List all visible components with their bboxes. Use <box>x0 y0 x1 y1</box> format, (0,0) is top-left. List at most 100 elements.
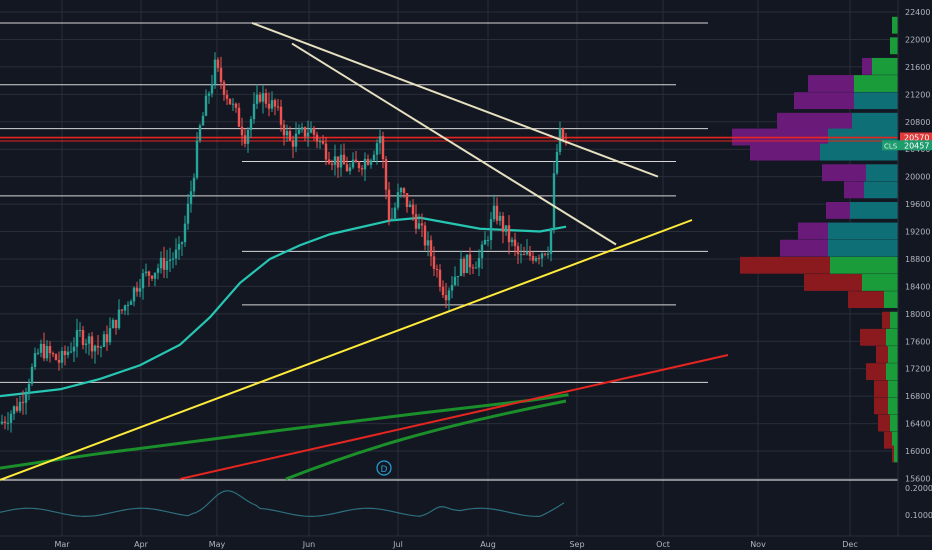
candle-body[interactable] <box>123 305 127 311</box>
candle-body[interactable] <box>24 393 28 403</box>
candle-body[interactable] <box>144 271 148 274</box>
candle-body[interactable] <box>525 251 529 255</box>
candle-body[interactable] <box>342 154 346 165</box>
candle-body[interactable] <box>246 130 250 144</box>
candle-body[interactable] <box>294 133 298 147</box>
candle-body[interactable] <box>6 422 10 424</box>
candle-body[interactable] <box>384 159 388 190</box>
candle-body[interactable] <box>321 141 325 144</box>
dividend-marker[interactable]: D <box>376 460 392 476</box>
candle-body[interactable] <box>498 215 502 221</box>
candle-body[interactable] <box>543 253 547 255</box>
candle-body[interactable] <box>36 352 40 354</box>
candle-body[interactable] <box>237 107 241 127</box>
candle-body[interactable] <box>399 188 403 193</box>
candle-body[interactable] <box>111 319 115 329</box>
candle-body[interactable] <box>204 95 208 116</box>
candle-body[interactable] <box>96 345 100 348</box>
candle-body[interactable] <box>381 136 385 160</box>
candle-body[interactable] <box>105 334 109 343</box>
candle-body[interactable] <box>78 329 82 331</box>
candle-body[interactable] <box>21 401 25 403</box>
candle-body[interactable] <box>213 59 217 84</box>
candle-body[interactable] <box>402 188 406 194</box>
candle-body[interactable] <box>546 253 550 255</box>
candlesticks[interactable] <box>0 52 568 433</box>
candle-body[interactable] <box>231 103 235 105</box>
candle-body[interactable] <box>537 258 541 260</box>
falling-resistance-1[interactable] <box>251 22 659 178</box>
candle-body[interactable] <box>216 59 220 68</box>
candle-body[interactable] <box>408 204 412 208</box>
candle-body[interactable] <box>3 421 7 423</box>
candle-body[interactable] <box>429 240 433 257</box>
candle-body[interactable] <box>264 93 268 104</box>
candle-body[interactable] <box>273 100 277 107</box>
candle-body[interactable] <box>135 287 139 292</box>
candle-body[interactable] <box>33 353 37 367</box>
time-axis[interactable] <box>0 536 932 550</box>
falling-resistance-2[interactable] <box>291 42 617 246</box>
candle-body[interactable] <box>267 103 271 109</box>
candle-body[interactable] <box>261 93 265 102</box>
candle-body[interactable] <box>60 350 64 363</box>
candle-body[interactable] <box>420 223 424 226</box>
candle-body[interactable] <box>414 214 418 229</box>
candle-body[interactable] <box>444 295 448 301</box>
candle-body[interactable] <box>510 239 514 243</box>
candle-body[interactable] <box>288 131 292 141</box>
candle-body[interactable] <box>555 151 559 174</box>
candle-body[interactable] <box>549 228 553 254</box>
candle-body[interactable] <box>81 329 85 345</box>
candle-body[interactable] <box>477 258 481 268</box>
candle-body[interactable] <box>366 158 370 165</box>
candle-body[interactable] <box>504 225 508 232</box>
candle-body[interactable] <box>198 125 202 141</box>
candle-body[interactable] <box>18 401 22 411</box>
candle-body[interactable] <box>141 273 145 289</box>
candle-body[interactable] <box>183 223 187 243</box>
candle-body[interactable] <box>315 134 319 142</box>
candle-body[interactable] <box>54 354 58 360</box>
candle-body[interactable] <box>483 239 487 245</box>
candle-body[interactable] <box>159 257 163 269</box>
candle-body[interactable] <box>375 143 379 155</box>
candle-body[interactable] <box>189 191 193 204</box>
candle-body[interactable] <box>465 254 469 274</box>
candle-body[interactable] <box>195 140 199 178</box>
candle-body[interactable] <box>363 158 367 170</box>
candle-body[interactable] <box>330 163 334 165</box>
rising-support-red[interactable] <box>179 354 729 480</box>
candle-body[interactable] <box>474 267 478 269</box>
candle-body[interactable] <box>453 276 457 286</box>
oscillator-line[interactable] <box>0 490 565 517</box>
candle-body[interactable] <box>426 240 430 246</box>
candle-body[interactable] <box>303 127 307 137</box>
candle-body[interactable] <box>156 268 160 273</box>
candle-body[interactable] <box>117 309 121 329</box>
candle-body[interactable] <box>147 271 151 276</box>
candle-body[interactable] <box>393 207 397 219</box>
candle-body[interactable] <box>306 132 310 137</box>
candle-body[interactable] <box>63 350 67 356</box>
candle-body[interactable] <box>438 269 442 287</box>
candle-body[interactable] <box>39 343 43 353</box>
candle-body[interactable] <box>228 98 232 105</box>
candle-body[interactable] <box>333 156 337 165</box>
candle-body[interactable] <box>528 251 532 257</box>
candle-body[interactable] <box>108 328 112 343</box>
candle-body[interactable] <box>168 259 172 262</box>
candle-body[interactable] <box>270 100 274 109</box>
candle-body[interactable] <box>162 257 166 270</box>
candle-body[interactable] <box>90 336 94 352</box>
candle-body[interactable] <box>276 106 280 108</box>
candle-body[interactable] <box>369 160 373 165</box>
candle-body[interactable] <box>252 103 256 120</box>
candle-body[interactable] <box>219 67 223 83</box>
candle-body[interactable] <box>129 301 133 305</box>
candle-body[interactable] <box>174 249 178 259</box>
candle-body[interactable] <box>243 135 247 144</box>
candle-body[interactable] <box>372 154 376 161</box>
ma-green-line[interactable] <box>285 399 567 481</box>
candle-body[interactable] <box>459 258 463 276</box>
